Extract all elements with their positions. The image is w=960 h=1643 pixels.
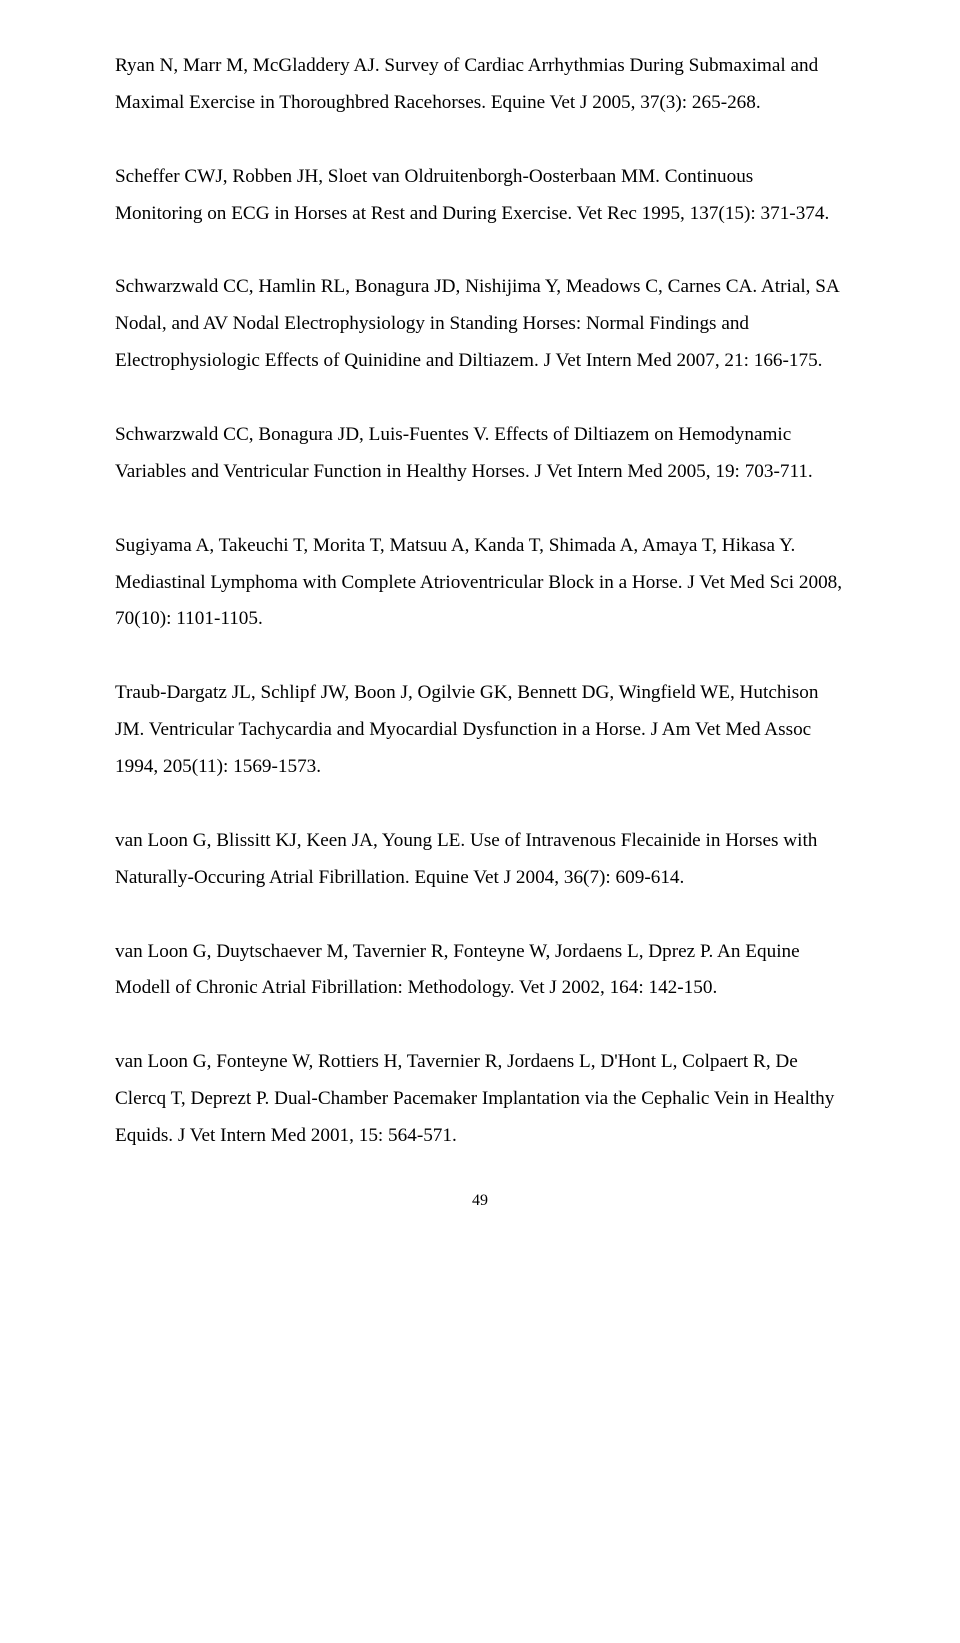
reference-entry: Sugiyama A, Takeuchi T, Morita T, Matsuu… bbox=[115, 528, 845, 639]
reference-entry: van Loon G, Duytschaever M, Tavernier R,… bbox=[115, 934, 845, 1008]
reference-entry: Ryan N, Marr M, McGladdery AJ. Survey of… bbox=[115, 48, 845, 122]
page-number: 49 bbox=[115, 1192, 845, 1210]
page-container: Ryan N, Marr M, McGladdery AJ. Survey of… bbox=[0, 0, 960, 1250]
reference-entry: Schwarzwald CC, Hamlin RL, Bonagura JD, … bbox=[115, 269, 845, 380]
reference-entry: Scheffer CWJ, Robben JH, Sloet van Oldru… bbox=[115, 159, 845, 233]
reference-entry: van Loon G, Blissitt KJ, Keen JA, Young … bbox=[115, 823, 845, 897]
reference-entry: Traub-Dargatz JL, Schlipf JW, Boon J, Og… bbox=[115, 675, 845, 786]
reference-entry: Schwarzwald CC, Bonagura JD, Luis-Fuente… bbox=[115, 417, 845, 491]
reference-entry: van Loon G, Fonteyne W, Rottiers H, Tave… bbox=[115, 1044, 845, 1155]
